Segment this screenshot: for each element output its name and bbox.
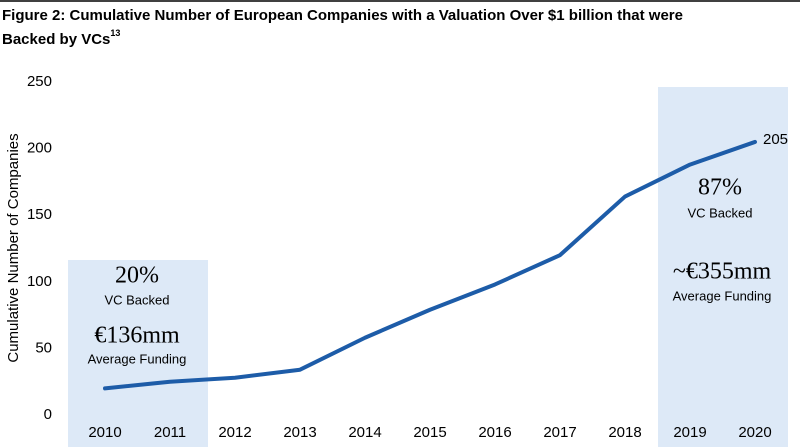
footnote-ref: 13: [110, 28, 120, 38]
x-tick-label: 2018: [608, 424, 641, 441]
x-tick-label: 2019: [673, 424, 706, 441]
line-series: [103, 139, 757, 391]
highlight-box: [658, 87, 788, 447]
y-tick-label: 150: [27, 206, 52, 223]
y-tick-label: 50: [35, 339, 52, 356]
x-tick-label: 2016: [478, 424, 511, 441]
highlight-box: [68, 260, 208, 447]
x-tick-label: 2017: [543, 424, 576, 441]
annotation-text: VC Backed: [104, 292, 169, 307]
x-tick-label: 2011: [154, 424, 186, 441]
annotation-percent: 20%: [115, 263, 159, 289]
x-tick-label: 2012: [218, 424, 251, 441]
chart-title: Figure 2: Cumulative Number of European …: [2, 7, 683, 24]
x-tick-label: 2020: [738, 424, 771, 441]
chart-title-line2: Backed by VCs13: [2, 28, 120, 48]
x-tick-label: 2010: [88, 424, 121, 441]
y-axis-label: Cumulative Number of Companies: [5, 133, 22, 362]
annotation-percent: 87%: [698, 175, 742, 201]
y-tick-label: 0: [44, 406, 52, 423]
annotation-text: Average Funding: [88, 351, 187, 366]
y-tick-label: 100: [27, 273, 52, 290]
y-tick-label: 250: [27, 73, 52, 90]
x-tick-label: 2014: [348, 424, 381, 441]
x-tick-label: 2013: [283, 424, 316, 441]
data-label: 205: [763, 131, 788, 148]
x-tick-label: 2015: [413, 424, 446, 441]
chart-title-text: Backed by VCs: [2, 31, 110, 48]
annotation-funding: ~€355mm: [673, 259, 772, 285]
y-tick-label: 200: [27, 140, 52, 157]
annotation-text: Average Funding: [673, 288, 772, 303]
annotation-funding: €136mm: [94, 323, 180, 349]
annotation-text: VC Backed: [687, 205, 752, 220]
